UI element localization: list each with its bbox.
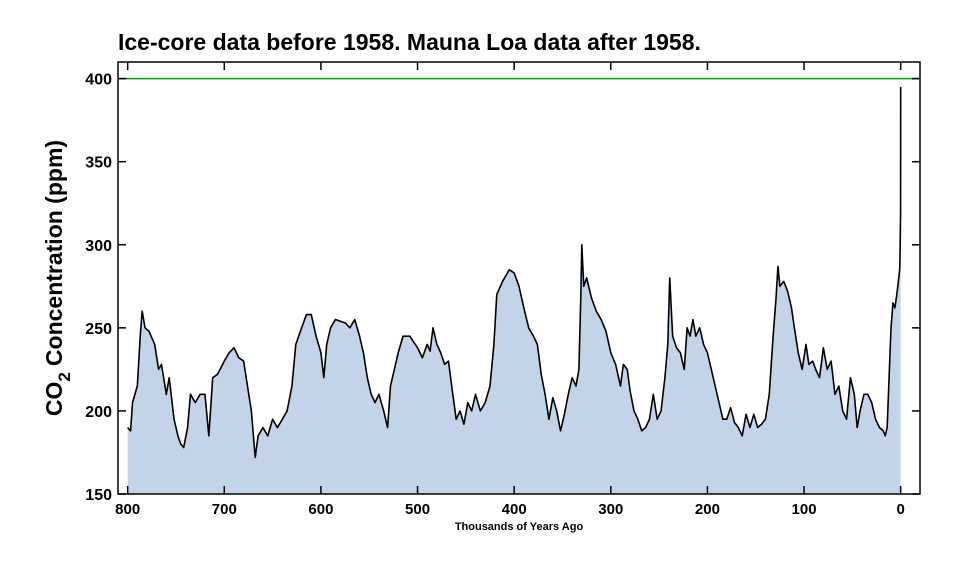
plot-frame [117,61,921,495]
x-tick-label: 200 [695,501,720,518]
x-tick-label: 600 [308,501,333,518]
y-tick-label: 200 [85,404,112,421]
y-label-prefix: CO [41,382,67,417]
area-fill [127,86,901,495]
y-label-suffix: Concentration (ppm) [41,140,67,366]
y-tick-label: 250 [85,321,112,338]
y-tick-label: 400 [85,72,112,89]
y-tick-label: 300 [85,238,112,255]
x-tick-label: 100 [792,501,817,518]
chart-title: Ice-core data before 1958. Mauna Loa dat… [118,29,701,55]
x-axis-label: Thousands of Years Ago [455,521,584,533]
x-tick-label: 0 [897,501,905,518]
y-axis-label: CO2 Concentration (ppm) [41,140,74,416]
x-tick-label: 500 [405,501,430,518]
x-tick-label: 800 [115,501,140,518]
y-label-subscript: 2 [55,372,74,381]
x-tick-label: 300 [598,501,623,518]
x-tick-label: 400 [502,501,527,518]
y-tick-label: 350 [85,155,112,172]
y-tick-label: 150 [85,487,112,504]
co2-line [127,86,902,459]
x-tick-label: 700 [212,501,237,518]
